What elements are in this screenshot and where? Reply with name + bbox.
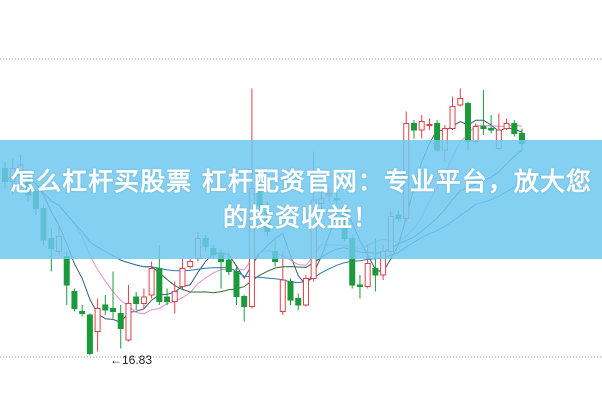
candle-body xyxy=(464,103,471,142)
candle-body xyxy=(140,296,147,304)
candle-body xyxy=(295,298,302,306)
candle-body xyxy=(233,271,240,297)
candle-body xyxy=(372,268,379,276)
candle-body xyxy=(410,123,417,131)
candle-body xyxy=(133,296,140,304)
candle-body xyxy=(480,126,487,129)
candle-body xyxy=(503,123,510,129)
candle-body xyxy=(164,296,171,302)
candle-body xyxy=(356,284,363,287)
candle-body xyxy=(94,308,101,332)
candle-body xyxy=(117,313,124,329)
candle-body xyxy=(418,121,425,131)
candle-body xyxy=(148,268,155,296)
low-price-annotation: ←16.83 xyxy=(110,353,153,367)
candle-body xyxy=(156,268,163,302)
promo-banner: 怎么杠杆买股票 杠杆配资官网：专业平台，放大您 的投资收益！ xyxy=(0,140,602,259)
candle-body xyxy=(179,268,186,287)
candle-body xyxy=(241,296,248,307)
candle-body xyxy=(86,314,93,354)
candle-body xyxy=(364,263,371,287)
candle-body xyxy=(79,311,86,314)
candle-body xyxy=(279,279,286,312)
banner-line-1: 怎么杠杆买股票 杠杆配资官网：专业平台，放大您 xyxy=(10,166,592,196)
candle-body xyxy=(511,123,518,134)
candle-body xyxy=(110,308,117,312)
candle-body xyxy=(457,98,464,106)
candle-body xyxy=(225,259,232,272)
candle-body xyxy=(187,261,194,267)
candle-body xyxy=(102,304,109,311)
candle-body xyxy=(449,106,456,129)
candle-body xyxy=(426,124,433,126)
candle-body xyxy=(302,278,309,306)
candle-body xyxy=(71,291,78,309)
candle-body xyxy=(287,281,294,301)
candle-body xyxy=(63,256,70,286)
candle-body xyxy=(488,128,495,131)
candle-body xyxy=(171,291,178,302)
candle-body xyxy=(125,303,132,341)
banner-line-2: 的投资收益！ xyxy=(222,202,379,232)
